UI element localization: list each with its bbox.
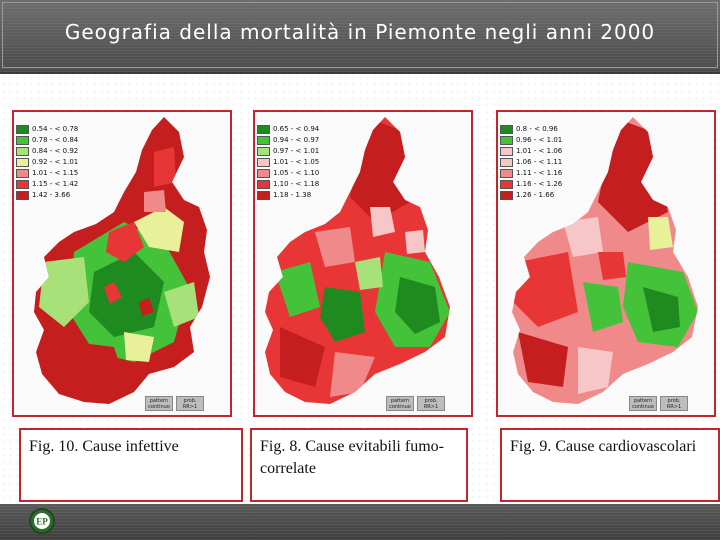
legend-label: 1.18 - 1.38 (273, 191, 312, 199)
legend-label: 1.16 - < 1.26 (516, 180, 563, 188)
legend-swatch (257, 135, 270, 145)
legend-swatch (500, 157, 513, 167)
legend-label: 1.05 - < 1.10 (273, 169, 320, 177)
legend-item: 1.10 - < 1.18 (257, 179, 319, 189)
legend-label: 0.94 - < 0.97 (273, 136, 320, 144)
legend-item: 0.54 - < 0.78 (16, 124, 78, 134)
legend-label: 1.01 - < 1.06 (516, 147, 563, 155)
map-piemonte-infettive (34, 117, 210, 404)
map-panel-infettive: 0.54 - < 0.78 0.78 - < 0.84 0.84 - < 0.9… (12, 110, 232, 417)
legend-item: 0.97 - < 1.01 (257, 146, 319, 156)
legend-label: 1.15 - < 1.42 (32, 180, 79, 188)
legend-swatch (257, 179, 270, 189)
legend-swatch (257, 124, 270, 134)
legend: 0.54 - < 0.78 0.78 - < 0.84 0.84 - < 0.9… (16, 124, 78, 201)
legend-label: 0.78 - < 0.84 (32, 136, 79, 144)
legend-swatch (16, 179, 29, 189)
slide-title: Geografia della mortalità in Piemonte ne… (64, 20, 656, 44)
probability-button[interactable]: prob. RR>1 (417, 396, 445, 411)
caption-cardiovascolari: Fig. 9. Cause cardiovascolari (500, 428, 720, 502)
legend-item: 1.15 - < 1.42 (16, 179, 78, 189)
legend-item: 0.8 - < 0.96 (500, 124, 562, 134)
legend-item: 1.01 - < 1.15 (16, 168, 78, 178)
legend-item: 1.16 - < 1.26 (500, 179, 562, 189)
legend: 0.8 - < 0.96 0.96 - < 1.01 1.01 - < 1.06… (500, 124, 562, 201)
legend-item: 0.65 - < 0.94 (257, 124, 319, 134)
legend-swatch (257, 157, 270, 167)
map-panel-cardiovascolari: 0.8 - < 0.96 0.96 - < 1.01 1.01 - < 1.06… (496, 110, 716, 417)
logo-text: EP (36, 517, 48, 527)
legend-item: 0.92 - < 1.01 (16, 157, 78, 167)
logo-mark: EP (34, 513, 50, 529)
legend-item: 1.11 - < 1.16 (500, 168, 562, 178)
legend-item: 1.42 - 3.66 (16, 190, 78, 200)
legend-swatch (500, 168, 513, 178)
legend-swatch (500, 146, 513, 156)
legend-label: 1.01 - < 1.15 (32, 169, 79, 177)
footer-band (0, 504, 720, 540)
header-frame (2, 2, 718, 68)
legend-item: 0.96 - < 1.01 (500, 135, 562, 145)
legend-item: 1.05 - < 1.10 (257, 168, 319, 178)
legend-item: 1.26 - 1.66 (500, 190, 562, 200)
legend-label: 1.01 - < 1.05 (273, 158, 320, 166)
legend-swatch (16, 146, 29, 156)
legend-item: 0.94 - < 0.97 (257, 135, 319, 145)
legend-swatch (16, 135, 29, 145)
legend-swatch (16, 157, 29, 167)
pattern-button[interactable]: pattern continuo (386, 396, 414, 411)
legend-label: 0.8 - < 0.96 (516, 125, 558, 133)
pattern-button[interactable]: pattern continuo (629, 396, 657, 411)
legend-swatch (16, 124, 29, 134)
legend-swatch (16, 190, 29, 200)
legend-item: 1.18 - 1.38 (257, 190, 319, 200)
legend-swatch (257, 146, 270, 156)
map-mode-buttons: pattern continuo prob. RR>1 (145, 396, 204, 411)
legend-label: 1.11 - < 1.16 (516, 169, 563, 177)
map-piemonte-fumo (265, 117, 450, 404)
map-mode-buttons: pattern continuo prob. RR>1 (386, 396, 445, 411)
legend-label: 0.96 - < 1.01 (516, 136, 563, 144)
map-panel-fumo: 0.65 - < 0.94 0.94 - < 0.97 0.97 - < 1.0… (253, 110, 473, 417)
probability-button[interactable]: prob. RR>1 (660, 396, 688, 411)
legend-item: 0.84 - < 0.92 (16, 146, 78, 156)
legend-item: 1.01 - < 1.05 (257, 157, 319, 167)
pattern-button[interactable]: pattern continuo (145, 396, 173, 411)
legend-label: 1.06 - < 1.11 (516, 158, 563, 166)
legend-label: 0.92 - < 1.01 (32, 158, 79, 166)
legend-swatch (500, 179, 513, 189)
legend-swatch (500, 190, 513, 200)
legend: 0.65 - < 0.94 0.94 - < 0.97 0.97 - < 1.0… (257, 124, 319, 201)
legend-swatch (16, 168, 29, 178)
legend-label: 1.42 - 3.66 (32, 191, 71, 199)
legend-item: 0.78 - < 0.84 (16, 135, 78, 145)
probability-button[interactable]: prob. RR>1 (176, 396, 204, 411)
legend-swatch (500, 135, 513, 145)
legend-label: 0.97 - < 1.01 (273, 147, 320, 155)
legend-item: 1.01 - < 1.06 (500, 146, 562, 156)
legend-label: 1.26 - 1.66 (516, 191, 555, 199)
legend-label: 0.54 - < 0.78 (32, 125, 79, 133)
legend-label: 0.65 - < 0.94 (273, 125, 320, 133)
legend-label: 1.10 - < 1.18 (273, 180, 320, 188)
legend-swatch (257, 168, 270, 178)
map-piemonte-cardiovascolari (512, 117, 698, 404)
caption-fumo: Fig. 8. Cause evitabili fumo-correlate (250, 428, 468, 502)
header-band (0, 0, 720, 74)
legend-swatch (500, 124, 513, 134)
caption-infettive: Fig. 10. Cause infettive (19, 428, 243, 502)
logo-icon: EP (29, 508, 55, 534)
legend-label: 0.84 - < 0.92 (32, 147, 79, 155)
legend-swatch (257, 190, 270, 200)
legend-item: 1.06 - < 1.11 (500, 157, 562, 167)
map-mode-buttons: pattern continuo prob. RR>1 (629, 396, 688, 411)
